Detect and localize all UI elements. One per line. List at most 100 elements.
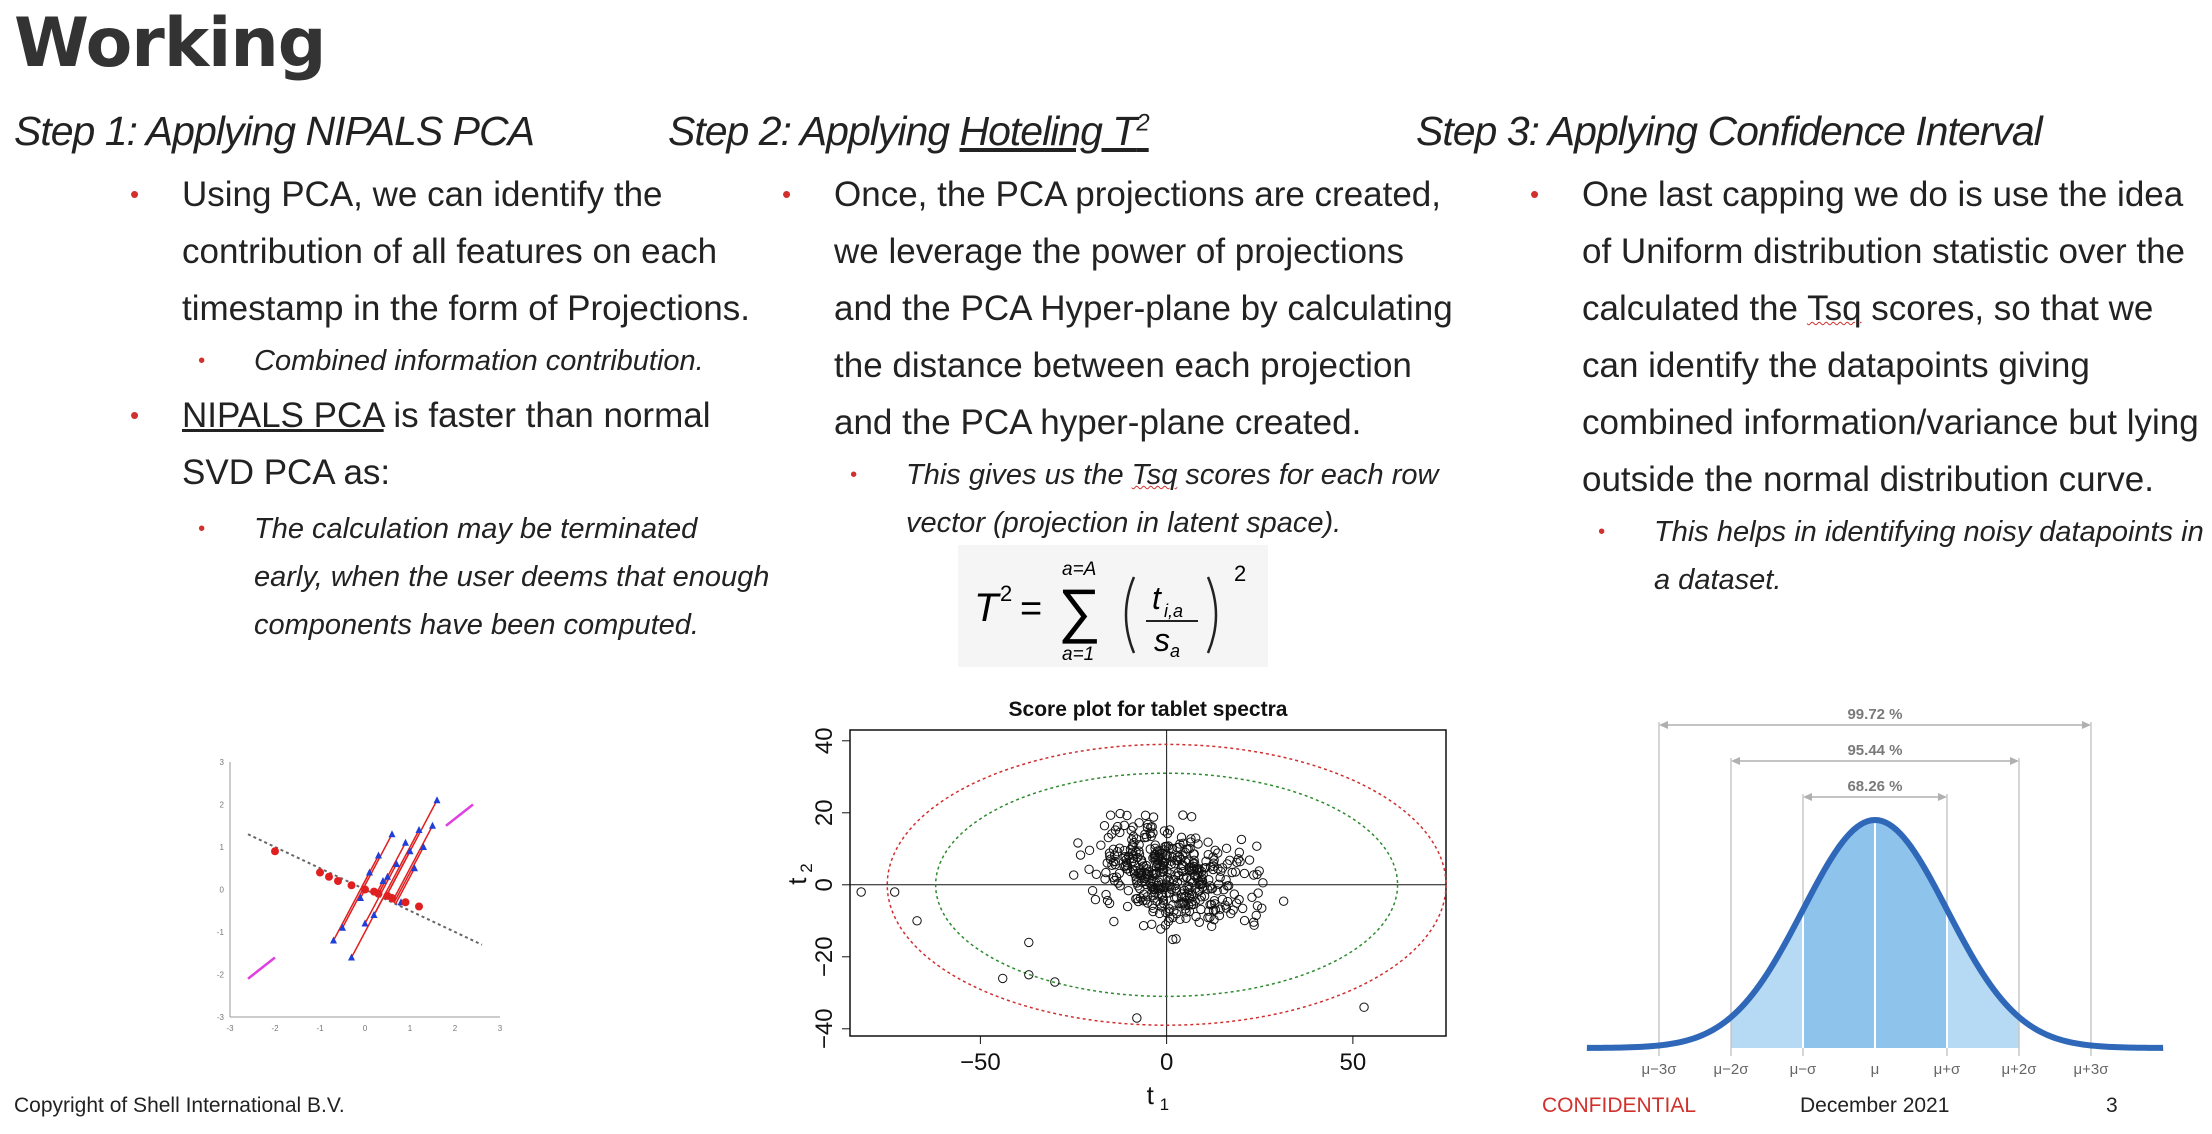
interval-label: 68.26 % bbox=[1847, 778, 1902, 795]
score-point bbox=[1101, 889, 1111, 900]
score-point bbox=[1146, 878, 1156, 889]
hoteling-link[interactable]: Hoteling T2 bbox=[959, 108, 1149, 154]
score-point bbox=[1235, 856, 1245, 867]
score-point bbox=[1239, 868, 1250, 879]
pca-blue-point bbox=[330, 936, 337, 944]
score-point bbox=[1148, 903, 1159, 913]
pca-projection-segment bbox=[341, 888, 364, 929]
score-point bbox=[1162, 866, 1172, 877]
score-point bbox=[1140, 810, 1151, 821]
score-point bbox=[1239, 915, 1250, 926]
score-point bbox=[1181, 907, 1191, 917]
score-point bbox=[1123, 851, 1134, 861]
score-plot: Score plot for tablet spectra −50 0 50 −40 −2… bbox=[782, 698, 1447, 1114]
pca-blue-point bbox=[402, 838, 409, 846]
score-point bbox=[1205, 912, 1215, 922]
score-point bbox=[1222, 896, 1233, 907]
pca-y-tick-label: -1 bbox=[217, 928, 225, 937]
hoteling-link-text: Hoteling T bbox=[959, 108, 1137, 154]
score-point bbox=[1172, 877, 1183, 887]
formula-lhs: T bbox=[974, 586, 1001, 630]
pca-line-0 bbox=[247, 833, 483, 946]
score-point bbox=[1203, 837, 1213, 847]
step2-column: Once, the PCA projections are created, w… bbox=[782, 166, 1462, 547]
score-point bbox=[1191, 864, 1201, 875]
nipals-link[interactable]: NIPALS PCA bbox=[182, 396, 384, 435]
pca-blue-point bbox=[379, 877, 387, 884]
score-point bbox=[1110, 825, 1121, 835]
step1-bullet-2: NIPALS PCA is faster than normal SVD PCA… bbox=[130, 387, 770, 501]
footer-date: December 2021 bbox=[1800, 1094, 1950, 1117]
pca-projection-plot: -3 -2 -1 0 1 2 3 3 2 1 0 -1 -2 -3 bbox=[217, 758, 503, 1033]
pca-projection-segment bbox=[391, 825, 434, 903]
interval-arrow-head-right bbox=[2010, 757, 2019, 765]
score-outlier-point bbox=[912, 916, 922, 926]
score-point bbox=[1197, 882, 1208, 892]
score-point bbox=[1248, 917, 1259, 927]
score-point bbox=[1131, 846, 1141, 857]
score-point bbox=[1189, 855, 1199, 865]
score-point bbox=[1105, 810, 1116, 820]
score-point bbox=[1171, 934, 1181, 944]
footer-copyright: Copyright of Shell International B.V. bbox=[14, 1094, 345, 1117]
pca-x-tick-label: 0 bbox=[363, 1024, 368, 1033]
score-point bbox=[1157, 892, 1168, 902]
score-point bbox=[1215, 873, 1225, 883]
score-point bbox=[1099, 821, 1110, 831]
score-outlier-point bbox=[998, 973, 1008, 984]
score-outlier-point bbox=[1024, 970, 1034, 980]
score-point bbox=[1204, 875, 1214, 885]
score-point bbox=[1131, 894, 1141, 904]
score-point bbox=[1185, 843, 1195, 854]
score-point bbox=[1252, 901, 1263, 911]
score-y-tick-label: 40 bbox=[811, 727, 838, 754]
score-x-tick-label: −50 bbox=[960, 1049, 1001, 1076]
formula-equals: = bbox=[1020, 588, 1042, 630]
pca-x-tick-label: -3 bbox=[226, 1024, 234, 1033]
score-point bbox=[1141, 832, 1152, 842]
score-point bbox=[1102, 858, 1112, 868]
score-point bbox=[1104, 898, 1115, 909]
score-point bbox=[1154, 908, 1165, 919]
pca-red-point bbox=[383, 891, 392, 900]
score-outlier-point bbox=[1050, 977, 1060, 987]
score-point bbox=[1227, 867, 1237, 878]
score-point bbox=[1129, 837, 1139, 848]
step1-subbullet-2-text: The calculation may be terminated early,… bbox=[254, 513, 770, 641]
pca-y-tick-label: 1 bbox=[220, 843, 225, 852]
score-point bbox=[1253, 888, 1263, 898]
score-point bbox=[1251, 910, 1261, 921]
score-point bbox=[1278, 896, 1289, 906]
score-point bbox=[1247, 892, 1257, 903]
score-point bbox=[1138, 921, 1149, 931]
score-point bbox=[1109, 916, 1119, 927]
score-point bbox=[1168, 934, 1178, 945]
tsq-word: Tsq bbox=[1131, 459, 1178, 491]
pca-projection-segment bbox=[373, 897, 384, 916]
pca-y-tick-label: 0 bbox=[220, 886, 225, 895]
pca-red-point bbox=[334, 877, 342, 885]
score-x-tick-label: 0 bbox=[1160, 1049, 1173, 1076]
score-point bbox=[1164, 825, 1175, 835]
step3-heading: Step 3: Applying Confidence Interval bbox=[1416, 108, 2043, 154]
formula-numerator: t bbox=[1152, 580, 1162, 616]
pca-y-tick-label: 3 bbox=[220, 758, 225, 767]
score-point bbox=[1186, 834, 1196, 844]
pca-blue-point bbox=[348, 953, 355, 961]
step1-subbullet-1-text: Combined information contribution. bbox=[254, 345, 704, 377]
score-point bbox=[1142, 898, 1153, 908]
step3-subbullet-1: This helps in identifying noisy datapoin… bbox=[1598, 508, 2212, 604]
normal-x-tick-label: μ+σ bbox=[1934, 1061, 1961, 1078]
score-point bbox=[1115, 881, 1125, 891]
step2-heading: Step 2: Applying Hoteling T2 bbox=[668, 108, 1150, 155]
pca-projection-segment bbox=[393, 846, 425, 904]
pca-projection-segment bbox=[364, 895, 381, 924]
score-y-tick-label: 0 bbox=[811, 878, 838, 891]
interval-arrow-head-right bbox=[1938, 793, 1947, 801]
score-point bbox=[1177, 860, 1187, 871]
score-point bbox=[1191, 833, 1201, 843]
normal-x-tick-label: μ+3σ bbox=[2073, 1061, 2109, 1078]
score-point bbox=[1174, 842, 1184, 852]
normal-x-tick-label: μ bbox=[1871, 1061, 1880, 1078]
pca-x-tick-label: 3 bbox=[498, 1024, 503, 1033]
